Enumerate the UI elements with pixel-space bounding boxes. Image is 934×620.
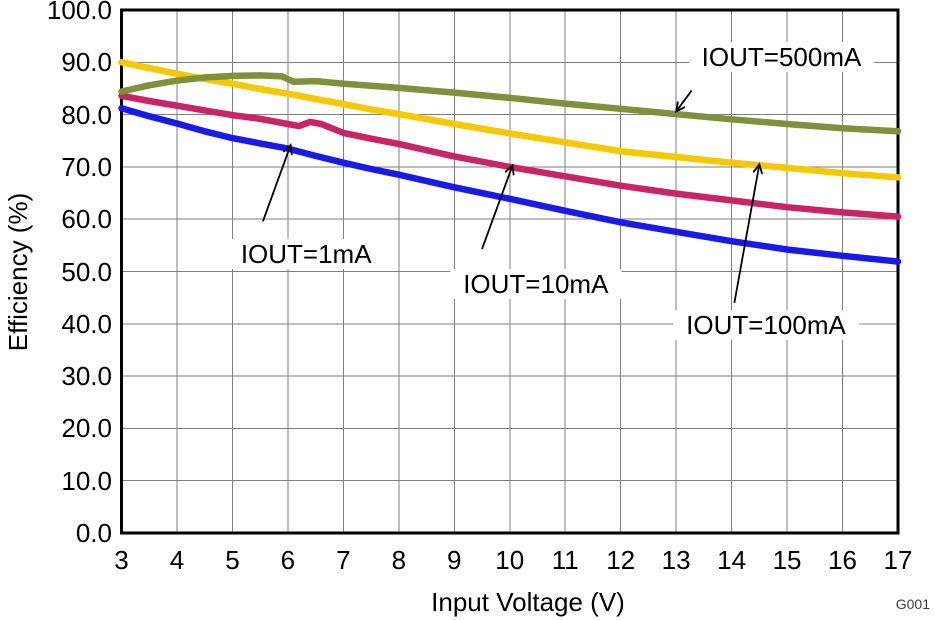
x-tick-label: 4 (169, 545, 185, 575)
series-annotation-label: IOUT=100mA (673, 309, 859, 340)
x-tick-label: 13 (661, 545, 691, 575)
x-tick-label: 7 (336, 545, 351, 575)
y-tick-label: 30.0 (61, 361, 112, 392)
y-tick-label: 100.0 (46, 0, 112, 25)
x-tick-label: 6 (280, 545, 296, 575)
y-tick-label: 60.0 (61, 204, 112, 235)
x-tick-label: 15 (772, 545, 802, 575)
y-tick-label: 80.0 (61, 99, 112, 130)
x-tick-label: 12 (606, 545, 636, 575)
y-tick-label: 20.0 (61, 413, 112, 444)
x-tick-label: 5 (225, 545, 240, 575)
x-tick-label: 11 (551, 545, 579, 575)
series-annotation-label: IOUT=1mA (227, 238, 385, 269)
y-tick-label: 40.0 (61, 308, 112, 339)
series-annotation-label: IOUT=500mA (688, 42, 875, 73)
x-tick-label: 9 (447, 545, 462, 575)
x-tick-label: 16 (828, 545, 857, 575)
x-tick-label: 10 (495, 545, 525, 575)
x-tick-label: 8 (391, 545, 407, 575)
x-tick-label: 17 (883, 545, 913, 575)
y-tick-label: 0.0 (75, 518, 112, 548)
x-axis-title: Input Voltage (V) (431, 587, 625, 617)
series-annotation-label: IOUT=10mA (450, 269, 622, 300)
y-tick-label: 70.0 (61, 151, 112, 182)
y-tick-label: 90.0 (61, 47, 112, 78)
footer-code: G001 (895, 596, 930, 612)
x-tick-label: 14 (717, 545, 747, 575)
x-tick-label: 3 (114, 545, 129, 575)
y-tick-label: 10.0 (61, 465, 112, 496)
y-tick-label: 50.0 (61, 256, 112, 287)
